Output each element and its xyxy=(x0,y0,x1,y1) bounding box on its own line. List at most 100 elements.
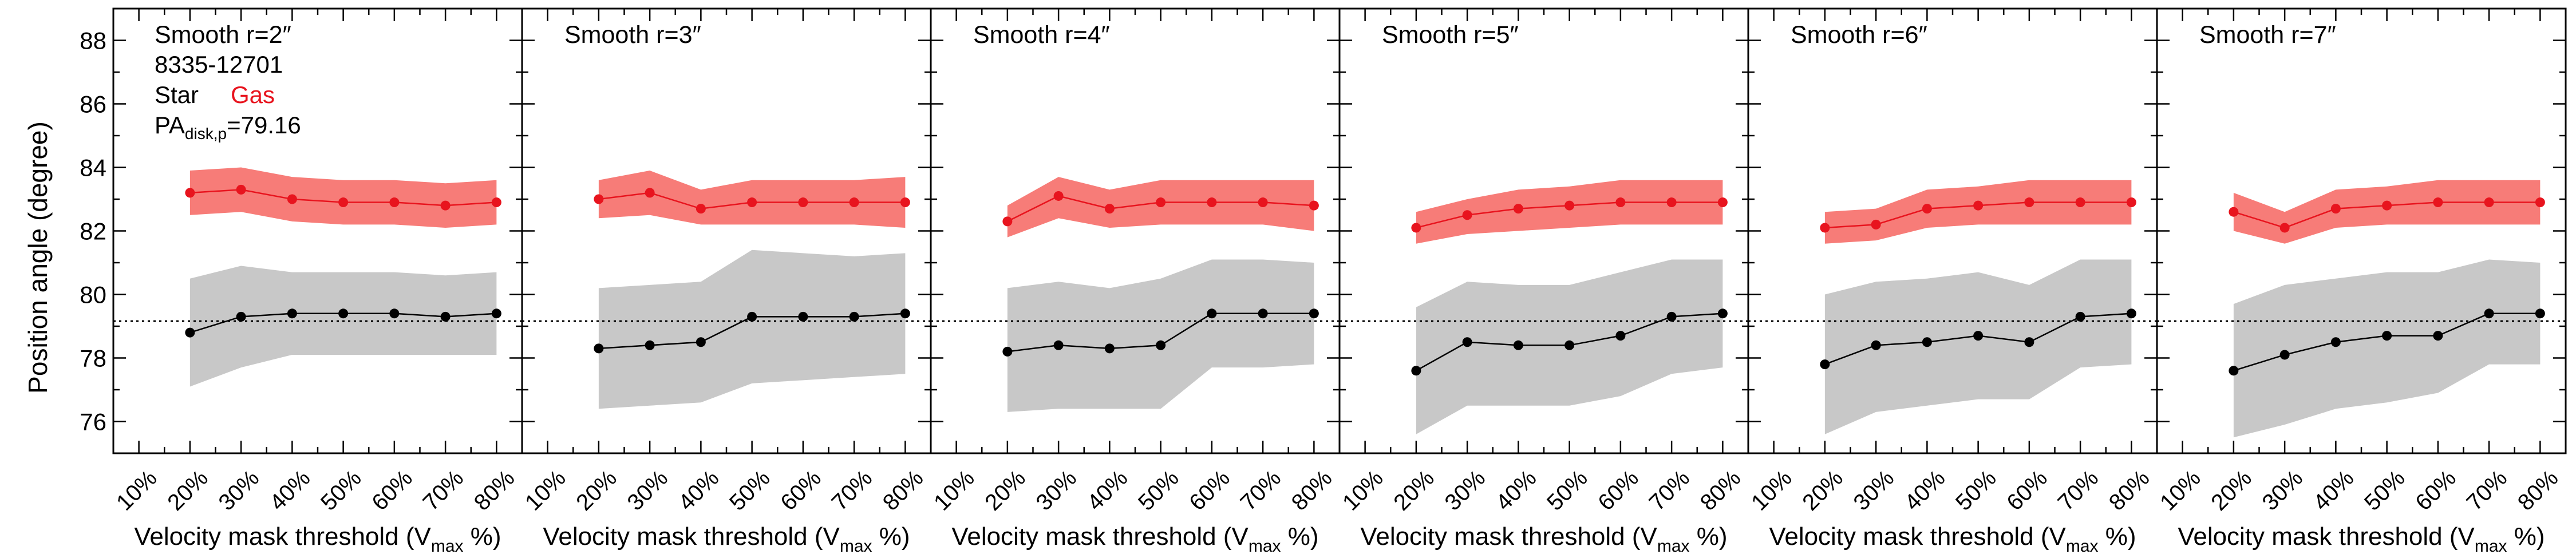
plot-area xyxy=(1340,180,1748,434)
gas-point xyxy=(1462,210,1472,220)
gas-point xyxy=(1513,204,1523,214)
star-point xyxy=(849,311,859,322)
star-point xyxy=(491,308,501,319)
panel-title: Smooth r=4″ xyxy=(973,21,1110,49)
gas-point xyxy=(1258,197,1268,208)
x-axis-label: Velocity mask threshold (Vmax %) xyxy=(134,523,501,556)
panel-4: 10% 20% 30% 40% 50% 60% 70% 80% Smooth r=5″ Veloc… xyxy=(1338,7,1749,556)
gas-point xyxy=(1104,204,1115,214)
gas-point xyxy=(287,194,297,204)
star-point xyxy=(1002,346,1013,357)
gas-point xyxy=(1156,197,1166,208)
panel-title: Smooth r=7″ xyxy=(2199,21,2336,49)
gas-point xyxy=(1973,200,1984,211)
x-axis-label: Velocity mask threshold (Vmax %) xyxy=(951,523,1318,556)
x-tick-label: 70% xyxy=(2462,465,2512,516)
star-point xyxy=(440,311,451,322)
star-point xyxy=(287,308,297,319)
gas-point xyxy=(1717,197,1728,208)
x-tick-label: 60% xyxy=(2002,465,2052,516)
x-tick-label: 20% xyxy=(2206,465,2257,516)
gas-point xyxy=(1411,223,1421,233)
x-tick-label: 40% xyxy=(2309,465,2359,516)
star-point xyxy=(1564,340,1575,350)
x-tick-label: 30% xyxy=(1032,465,1082,516)
star-point xyxy=(1207,308,1217,319)
panel-3: 10% 20% 30% 40% 50% 60% 70% 80% Smooth r=4″ Veloc… xyxy=(929,7,1341,556)
x-tick-label: 60% xyxy=(367,465,417,516)
x-tick-label: 80% xyxy=(2104,465,2155,516)
x-tick-label: 60% xyxy=(776,465,826,516)
x-tick-label: 40% xyxy=(1900,465,1950,516)
x-tick-label: 70% xyxy=(1645,465,1695,516)
star-point xyxy=(1462,337,1472,347)
star-point xyxy=(1156,340,1166,350)
x-tick-label: 70% xyxy=(1236,465,1286,516)
star-point xyxy=(1513,340,1523,350)
panel-6: 10% 20% 30% 40% 50% 60% 70% 80% Smooth r=7″ Veloc… xyxy=(2155,7,2567,556)
star-point xyxy=(1411,366,1421,376)
x-tick-label: 80% xyxy=(1287,465,1337,516)
gas-uncertainty-band xyxy=(1824,180,2132,244)
gas-point xyxy=(2229,207,2239,217)
y-tick-label: 76 xyxy=(80,409,106,436)
star-point xyxy=(2484,308,2494,319)
x-tick-label: 60% xyxy=(1593,465,1643,516)
star-uncertainty-band xyxy=(189,266,497,387)
y-tick-label: 88 xyxy=(80,27,106,54)
gas-point xyxy=(2535,197,2545,208)
x-tick-label: 20% xyxy=(571,465,622,516)
star-point xyxy=(747,311,757,322)
x-tick-label: 50% xyxy=(1133,465,1184,516)
panel-title: Smooth r=5″ xyxy=(1382,21,1519,49)
x-tick-label: 70% xyxy=(827,465,878,516)
x-tick-label: 40% xyxy=(674,465,724,516)
star-point xyxy=(2024,337,2034,347)
x-tick-label: 40% xyxy=(1082,465,1133,516)
star-uncertainty-band xyxy=(1007,259,1314,412)
star-point xyxy=(1309,308,1319,319)
star-point xyxy=(1104,343,1115,354)
star-point xyxy=(1871,340,1881,350)
star-point xyxy=(2382,331,2392,341)
star-point xyxy=(645,340,655,350)
x-axis-label: Velocity mask threshold (Vmax %) xyxy=(1769,523,2136,556)
y-tick-label: 78 xyxy=(80,345,106,372)
star-point xyxy=(338,308,349,319)
x-axis-label: Velocity mask threshold (Vmax %) xyxy=(543,523,910,556)
x-axis-label: Velocity mask threshold (Vmax %) xyxy=(1360,523,1727,556)
star-point xyxy=(2330,337,2341,347)
x-tick-label: 50% xyxy=(725,465,775,516)
gas-point xyxy=(338,197,349,208)
star-point xyxy=(1615,331,1626,341)
x-tick-label: 10% xyxy=(2155,465,2206,516)
x-tick-label: 30% xyxy=(1849,465,1899,516)
plot-area xyxy=(522,171,931,409)
x-tick-label: 50% xyxy=(1542,465,1593,516)
star-point xyxy=(696,337,706,347)
gas-point xyxy=(1871,219,1881,229)
pa-disk-label: PAdisk,p=79.16 xyxy=(155,112,301,143)
y-axis-label: Position angle (degree) xyxy=(23,121,53,394)
star-point xyxy=(2279,350,2290,360)
gas-point xyxy=(1922,204,1932,214)
gas-uncertainty-band xyxy=(1416,180,1723,244)
gas-point xyxy=(849,197,859,208)
x-tick-label: 80% xyxy=(2513,465,2563,516)
y-tick-label: 80 xyxy=(80,282,106,308)
gas-point xyxy=(1309,200,1319,211)
gas-point xyxy=(440,200,451,211)
star-point xyxy=(185,327,195,338)
star-point xyxy=(2075,311,2085,322)
x-tick-label: 60% xyxy=(2411,465,2461,516)
legend-star-label: Star xyxy=(155,81,199,108)
galaxy-id-label: 8335-12701 xyxy=(155,51,283,78)
star-point xyxy=(2126,308,2136,319)
star-uncertainty-band xyxy=(2233,259,2541,438)
gas-uncertainty-band xyxy=(2233,180,2541,244)
x-tick-label: 50% xyxy=(316,465,366,516)
x-tick-label: 30% xyxy=(2258,465,2308,516)
star-uncertainty-band xyxy=(598,250,906,409)
x-tick-label: 30% xyxy=(214,465,264,516)
